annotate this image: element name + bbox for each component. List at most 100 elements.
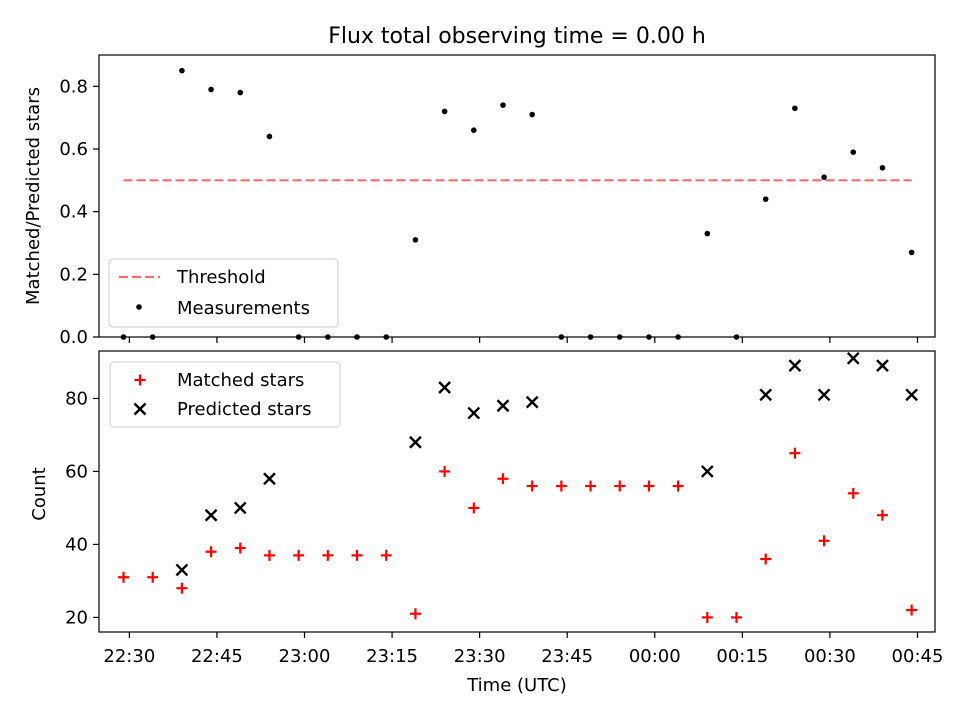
bottom-y-tick-label: 40 xyxy=(65,534,88,555)
matched-marker xyxy=(176,582,188,594)
bottom-x-ticks: 22:30 22:45 23:00 23:15 23:30 23:45 00:00 00:15… xyxy=(103,632,943,667)
legend-matched-marker xyxy=(134,374,146,386)
legend-measurements-swatch xyxy=(136,304,142,310)
predicted-marker-b xyxy=(876,359,889,372)
predicted-marker xyxy=(233,501,247,515)
measurement-point xyxy=(704,230,711,237)
predicted-marker xyxy=(496,399,510,413)
x-tick-label: 23:30 xyxy=(454,646,506,667)
predicted-marker xyxy=(204,508,218,522)
predicted-marker-b xyxy=(438,381,451,394)
legend-threshold-label: Threshold xyxy=(176,267,266,288)
measurement-point xyxy=(179,67,185,74)
measurement-point xyxy=(792,105,798,112)
matched-marker xyxy=(614,480,626,492)
predicted-marker-b xyxy=(817,388,831,402)
legend-matched-swatch xyxy=(134,374,146,386)
predicted-marker xyxy=(438,381,451,394)
matched-marker xyxy=(234,542,246,554)
measurement-point xyxy=(441,108,448,115)
legend-measurements-label: Measurements xyxy=(177,298,310,319)
top-x-ticks xyxy=(128,337,919,343)
matched-marker xyxy=(643,480,655,492)
legend-predicted-marker xyxy=(133,402,147,416)
top-y-tick-label: 0.2 xyxy=(59,264,88,285)
matched-marker xyxy=(205,546,217,558)
matched-marker xyxy=(876,509,888,521)
predicted-marker-b xyxy=(905,388,918,402)
matched-marker xyxy=(497,473,509,485)
measurement-point xyxy=(266,133,273,140)
bottom-plot-area xyxy=(118,351,918,623)
matched-marker xyxy=(526,480,538,492)
top-legend: Threshold Measurements xyxy=(108,258,339,328)
bottom-y-tick-label: 60 xyxy=(65,461,88,482)
bottom-legend: Matched stars Predicted stars xyxy=(109,361,341,428)
predicted-marker xyxy=(175,563,189,577)
predicted-marker xyxy=(263,472,276,486)
matched-marker xyxy=(585,480,597,492)
matched-marker xyxy=(293,549,305,561)
matched-marker xyxy=(906,604,918,616)
measurement-point xyxy=(908,249,915,256)
bottom-y-ticks: 20 40 60 80 xyxy=(65,388,99,628)
top-legend-box xyxy=(108,258,339,328)
predicted-marker-b xyxy=(788,359,802,372)
matched-marker xyxy=(789,447,801,459)
predicted-marker-b xyxy=(467,406,481,420)
matched-marker xyxy=(555,480,567,492)
predicted-marker-b xyxy=(525,395,539,409)
measurement-point xyxy=(850,149,857,155)
top-y-tick-label: 0.8 xyxy=(59,76,88,97)
predicted-marker xyxy=(409,435,422,449)
predicted-marker xyxy=(467,406,481,420)
matched-marker xyxy=(351,549,363,561)
predicted-marker-b xyxy=(846,351,860,365)
x-tick-label: 23:15 xyxy=(366,646,418,667)
bottom-ylabel: Count xyxy=(29,467,50,520)
legend-predicted-swatch xyxy=(133,402,147,416)
predicted-marker xyxy=(788,359,802,372)
predicted-marker xyxy=(700,465,714,478)
matched-marker xyxy=(263,549,275,561)
predicted-marker xyxy=(817,388,831,402)
bottom-y-tick-label: 20 xyxy=(65,607,88,628)
predicted-marker-b xyxy=(496,399,510,413)
measurement-point xyxy=(500,102,506,108)
matched-marker xyxy=(847,487,859,499)
x-axis-label: Time (UTC) xyxy=(466,675,567,696)
x-tick-label: 23:00 xyxy=(279,646,331,667)
top-panel: 0.00.20.40.60.8 Matched/Predicted stars … xyxy=(23,54,936,348)
bottom-axes-frame xyxy=(98,350,936,633)
top-axes-frame xyxy=(98,54,936,338)
predicted-marker xyxy=(876,359,889,372)
measurement-point xyxy=(470,127,477,133)
matched-marker xyxy=(731,611,743,623)
x-tick-label: 00:30 xyxy=(804,646,856,667)
x-tick-label: 00:15 xyxy=(716,646,768,667)
measurement-point xyxy=(762,196,769,202)
x-tick-label: 00:00 xyxy=(629,646,681,667)
matched-marker xyxy=(818,535,830,547)
bottom-legend-box xyxy=(109,361,341,428)
predicted-marker-b xyxy=(700,465,714,478)
bottom-panel: 20 40 60 80 22:30 22:45 23:00 23:15 23:30 23:45 0… xyxy=(29,350,943,696)
legend-matched-label: Matched stars xyxy=(177,370,304,391)
measurement-point xyxy=(237,89,244,96)
matched-marker xyxy=(118,571,130,583)
predicted-marker-b xyxy=(759,388,773,402)
matched-marker xyxy=(409,608,421,620)
predicted-marker-b xyxy=(263,472,276,486)
matched-marker xyxy=(468,502,480,514)
matched-marker xyxy=(439,465,451,477)
measurement-point xyxy=(821,174,827,180)
x-tick-label: 22:45 xyxy=(191,646,243,667)
legend-predicted-label: Predicted stars xyxy=(177,399,311,420)
top-y-ticks: 0.0 0.2 0.4 0.6 0.8 xyxy=(59,76,99,348)
top-y-tick-label: 0.6 xyxy=(59,139,88,160)
predicted-marker-b xyxy=(204,508,218,522)
predicted-marker xyxy=(759,388,773,402)
matched-marker xyxy=(672,480,684,492)
